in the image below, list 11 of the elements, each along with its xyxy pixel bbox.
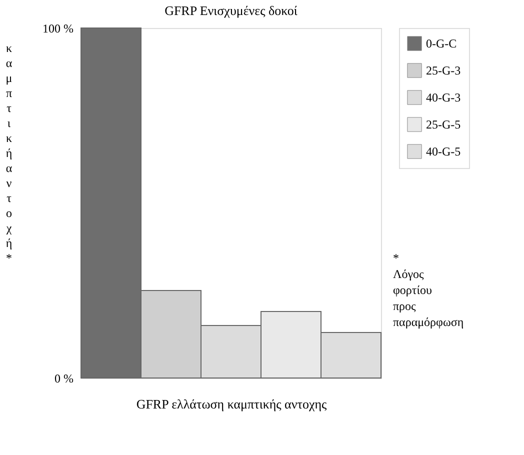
legend-label: 25-G-5 <box>426 118 461 132</box>
text: * Λόγος φορτίου προς παραμόρφωση <box>393 251 464 329</box>
legend-label: 40-G-3 <box>426 90 461 104</box>
text: καμπτική αντοχή* <box>6 41 12 265</box>
y-tick-label: 100 % <box>42 22 74 36</box>
legend-label: 25-G-3 <box>426 64 461 78</box>
y-tick-label: 0 % <box>54 372 74 386</box>
legend-label: 0-G-C <box>426 36 457 50</box>
chart-title: GFRP Ενισχυμένες δοκοί <box>164 3 298 18</box>
x-axis-title: GFRP ελλάτωση καμπτικής αντοχης <box>136 396 328 412</box>
legend-label: 40-G-5 <box>426 144 461 158</box>
